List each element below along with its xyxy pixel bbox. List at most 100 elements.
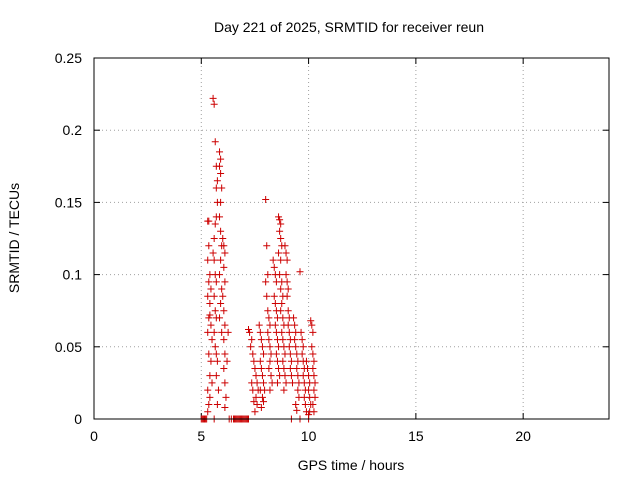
data-point — [206, 393, 214, 401]
data-point — [217, 299, 225, 307]
data-point — [204, 256, 212, 264]
data-point — [221, 403, 229, 411]
data-point — [217, 170, 225, 178]
data-point — [256, 386, 264, 394]
data-point — [305, 411, 313, 419]
x-tick-label: 0 — [90, 428, 98, 444]
data-point — [265, 336, 273, 344]
data-point — [310, 372, 318, 380]
data-point — [280, 364, 288, 372]
data-point — [290, 314, 298, 322]
data-point — [211, 343, 219, 351]
data-point — [307, 317, 315, 325]
data-point — [224, 328, 232, 336]
data-point — [280, 386, 288, 394]
data-point — [297, 328, 305, 336]
data-point — [284, 285, 292, 293]
data-point — [308, 343, 316, 351]
data-point — [275, 249, 283, 257]
data-point — [309, 350, 317, 358]
data-point — [282, 249, 290, 257]
grid-lines — [94, 58, 609, 419]
data-point — [263, 242, 271, 250]
y-tick-labels: 0 0.05 0.1 0.15 0.2 0.25 — [55, 50, 82, 427]
data-point — [221, 249, 229, 257]
data-point — [279, 357, 287, 365]
data-point — [212, 350, 220, 358]
y-tick-label: 0.25 — [55, 50, 82, 66]
data-point — [293, 406, 301, 414]
plot-frame — [93, 57, 610, 420]
data-point — [253, 401, 261, 409]
data-point — [258, 372, 266, 380]
data-point — [260, 398, 268, 406]
y-tick-label: 0 — [74, 411, 82, 427]
chart-title: Day 221 of 2025, SRMTID for receiver reu… — [214, 19, 484, 35]
data-point — [287, 372, 295, 380]
data-point — [217, 155, 225, 163]
data-point — [275, 213, 283, 221]
data-point — [282, 379, 290, 387]
data-point — [285, 343, 293, 351]
data-point — [264, 307, 272, 315]
data-point — [206, 299, 214, 307]
data-point — [208, 336, 216, 344]
data-point — [311, 379, 319, 387]
y-axis-label: SRMTID / TECUs — [6, 183, 22, 293]
data-point — [207, 357, 215, 365]
data-point — [218, 285, 226, 293]
data-point — [264, 328, 272, 336]
data-point — [278, 299, 286, 307]
data-point — [213, 401, 221, 409]
data-point — [284, 321, 292, 329]
data-point — [214, 386, 222, 394]
data-point — [273, 379, 281, 387]
y-tick-label: 0.15 — [55, 194, 82, 210]
data-point — [266, 343, 274, 351]
data-point — [205, 314, 213, 322]
data-point — [248, 379, 256, 387]
data-point — [294, 386, 302, 394]
data-point — [204, 408, 212, 416]
data-point — [272, 350, 280, 358]
data-point — [217, 256, 225, 264]
data-point — [211, 220, 219, 228]
data-point — [213, 177, 221, 185]
data-point — [299, 343, 307, 351]
data-point — [277, 220, 285, 228]
data-point — [293, 364, 301, 372]
data-point — [277, 307, 285, 315]
data-point — [211, 307, 219, 315]
data-point — [308, 321, 316, 329]
data-point — [265, 314, 273, 322]
data-point — [258, 343, 266, 351]
data-point — [266, 386, 274, 394]
data-point — [206, 311, 214, 319]
data-point — [292, 401, 300, 409]
x-tick-labels: 0 5 10 15 20 — [90, 428, 531, 444]
data-point — [221, 321, 229, 329]
data-point — [218, 184, 226, 192]
data-point — [266, 357, 274, 365]
data-point — [298, 350, 306, 358]
data-point — [250, 398, 258, 406]
data-point — [258, 393, 266, 401]
data-point — [246, 328, 254, 336]
data-point — [221, 350, 229, 358]
data-point — [209, 249, 217, 257]
data-point — [256, 328, 264, 336]
data-points — [197, 94, 319, 423]
x-tick-label: 10 — [301, 428, 317, 444]
data-point — [221, 379, 229, 387]
data-point — [211, 138, 219, 146]
data-point — [263, 292, 271, 300]
data-point — [283, 278, 291, 286]
data-point — [249, 386, 257, 394]
data-point — [220, 364, 228, 372]
data-point — [257, 403, 265, 411]
data-point — [216, 314, 224, 322]
data-point — [251, 364, 259, 372]
data-point — [296, 268, 304, 276]
data-point — [251, 408, 259, 416]
data-point — [302, 357, 310, 365]
